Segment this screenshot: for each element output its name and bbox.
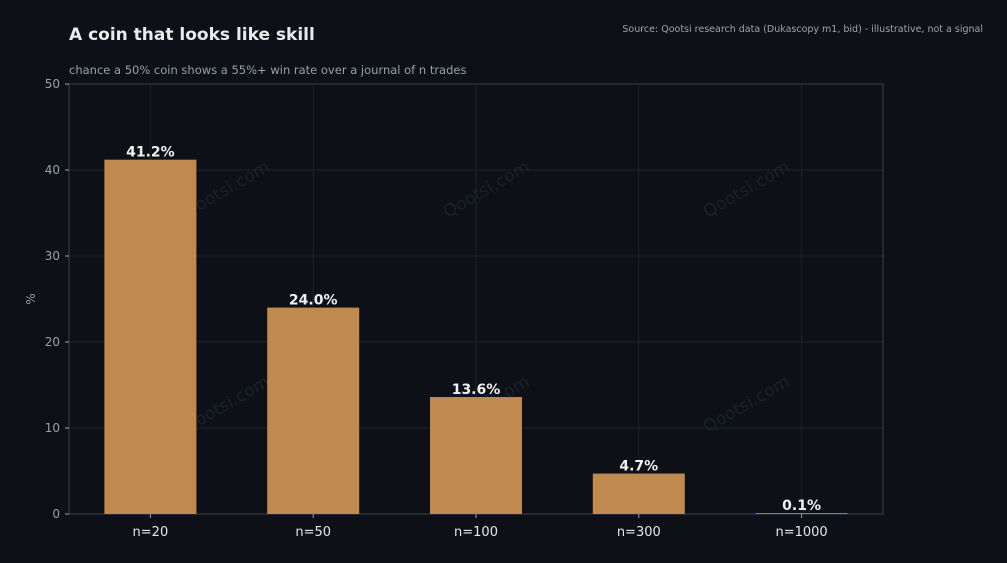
x-tick-label: n=100 bbox=[454, 525, 498, 540]
bar-value-label: 41.2% bbox=[126, 145, 175, 161]
bar-value-label: 24.0% bbox=[289, 293, 338, 309]
x-tick-label: n=1000 bbox=[775, 525, 827, 540]
chart-title: A coin that looks like skill bbox=[69, 25, 315, 45]
x-tick-label: n=300 bbox=[617, 525, 661, 540]
y-axis-label: % bbox=[24, 293, 38, 304]
bar bbox=[592, 473, 685, 514]
y-tick-label: 20 bbox=[45, 335, 60, 349]
y-axis: 0 10 20 30 40 50 bbox=[45, 77, 69, 521]
bar bbox=[430, 397, 522, 514]
y-tick-label: 0 bbox=[52, 507, 60, 521]
chart-subtitle: chance a 50% coin shows a 55%+ win rate … bbox=[69, 63, 467, 77]
source-note: Source: Qootsi research data (Dukascopy … bbox=[622, 24, 983, 35]
x-tick-label: n=20 bbox=[133, 525, 169, 540]
bar-value-label: 4.7% bbox=[619, 459, 658, 475]
x-axis: n=20 n=50 n=100 n=300 n=1000 bbox=[133, 514, 828, 540]
x-tick-label: n=50 bbox=[295, 525, 331, 540]
bar-value-label: 0.1% bbox=[782, 498, 821, 514]
y-tick-label: 30 bbox=[45, 249, 60, 263]
bar-value-label: 13.6% bbox=[452, 382, 501, 398]
bars: 41.2% 24.0% 13.6% 4.7% 0.1% bbox=[104, 145, 848, 514]
y-tick-label: 10 bbox=[45, 421, 60, 435]
bar bbox=[104, 159, 197, 514]
y-tick-label: 40 bbox=[45, 163, 60, 177]
bar bbox=[755, 513, 848, 514]
bar bbox=[267, 307, 360, 514]
y-tick-label: 50 bbox=[45, 77, 60, 91]
